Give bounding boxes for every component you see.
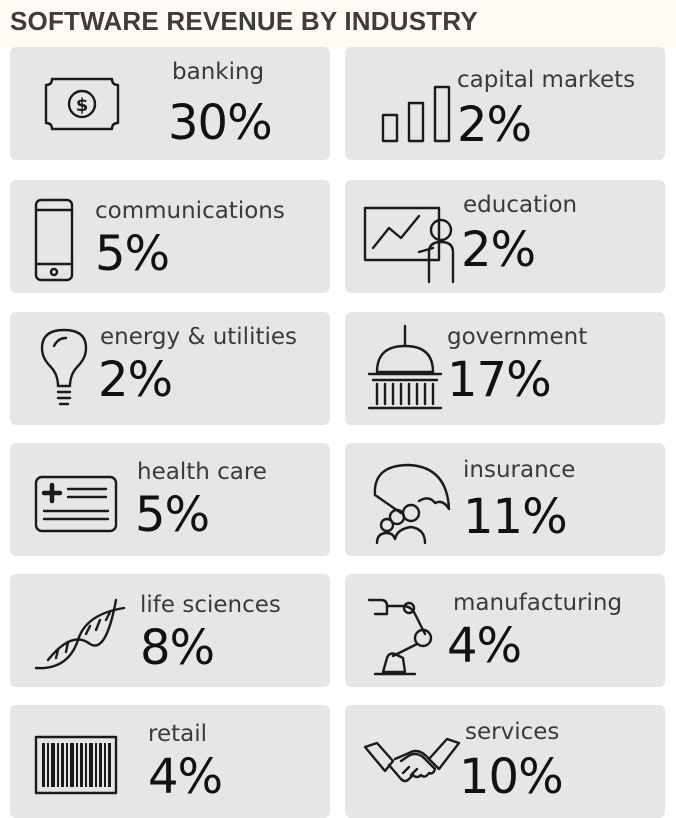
svg-text:$: $: [76, 95, 89, 116]
tile-label: banking: [172, 59, 265, 85]
dna-helix-icon: [28, 586, 136, 678]
tile-manufacturing: manufacturing 4%: [345, 574, 665, 687]
tile-value: 30%: [168, 95, 273, 151]
title-bar: SOFTWARE REVENUE BY INDUSTRY: [0, 0, 676, 48]
smartphone-icon: [28, 192, 136, 284]
tile-label: communications: [95, 198, 285, 224]
presentation-board-icon: [363, 192, 471, 284]
tile-value: 5%: [95, 226, 170, 282]
banknote-icon: $: [28, 59, 136, 151]
tile-insurance: insurance 11%: [345, 443, 665, 556]
tile-value: 2%: [457, 97, 532, 153]
tile-value: 10%: [459, 749, 564, 805]
tile-label: health care: [137, 459, 267, 485]
tile-banking: $ banking 30%: [10, 47, 330, 160]
tile-capital-markets: capital markets 2%: [345, 47, 665, 160]
tile-value: 5%: [135, 487, 210, 543]
chart-title: SOFTWARE REVENUE BY INDUSTRY: [10, 6, 478, 36]
health-card-icon: [28, 455, 136, 547]
tile-label: government: [447, 324, 588, 350]
tile-value: 2%: [461, 222, 536, 278]
robot-arm-icon: [363, 586, 471, 678]
handshake-icon: [363, 717, 471, 809]
tile-label: services: [465, 719, 560, 745]
tile-label: insurance: [463, 457, 576, 483]
tile-health-care: health care 5%: [10, 443, 330, 556]
tile-value: 4%: [447, 618, 522, 674]
tile-value: 8%: [140, 620, 215, 676]
tile-label: retail: [148, 721, 207, 747]
tile-energy-utilities: energy & utilities 2%: [10, 312, 330, 425]
tile-life-sciences: life sciences 8%: [10, 574, 330, 687]
tile-services: services 10%: [345, 705, 665, 818]
tile-label: education: [463, 192, 578, 218]
tile-value: 11%: [463, 489, 568, 545]
tile-value: 4%: [148, 749, 223, 805]
capitol-building-icon: [363, 324, 471, 416]
barcode-icon: [28, 717, 136, 809]
umbrella-family-icon: [363, 455, 471, 547]
lightbulb-icon: [28, 324, 136, 416]
tile-communications: communications 5%: [10, 180, 330, 293]
tile-education: education 2%: [345, 180, 665, 293]
bar-chart-icon: [363, 59, 471, 151]
tile-value: 17%: [447, 352, 552, 408]
tile-label: energy & utilities: [100, 324, 298, 350]
tile-value: 2%: [98, 352, 173, 408]
tile-label: manufacturing: [453, 590, 623, 616]
tile-government: government 17%: [345, 312, 665, 425]
tile-retail: retail 4%: [10, 705, 330, 818]
tile-label: capital markets: [457, 67, 636, 93]
tile-label: life sciences: [140, 592, 281, 618]
